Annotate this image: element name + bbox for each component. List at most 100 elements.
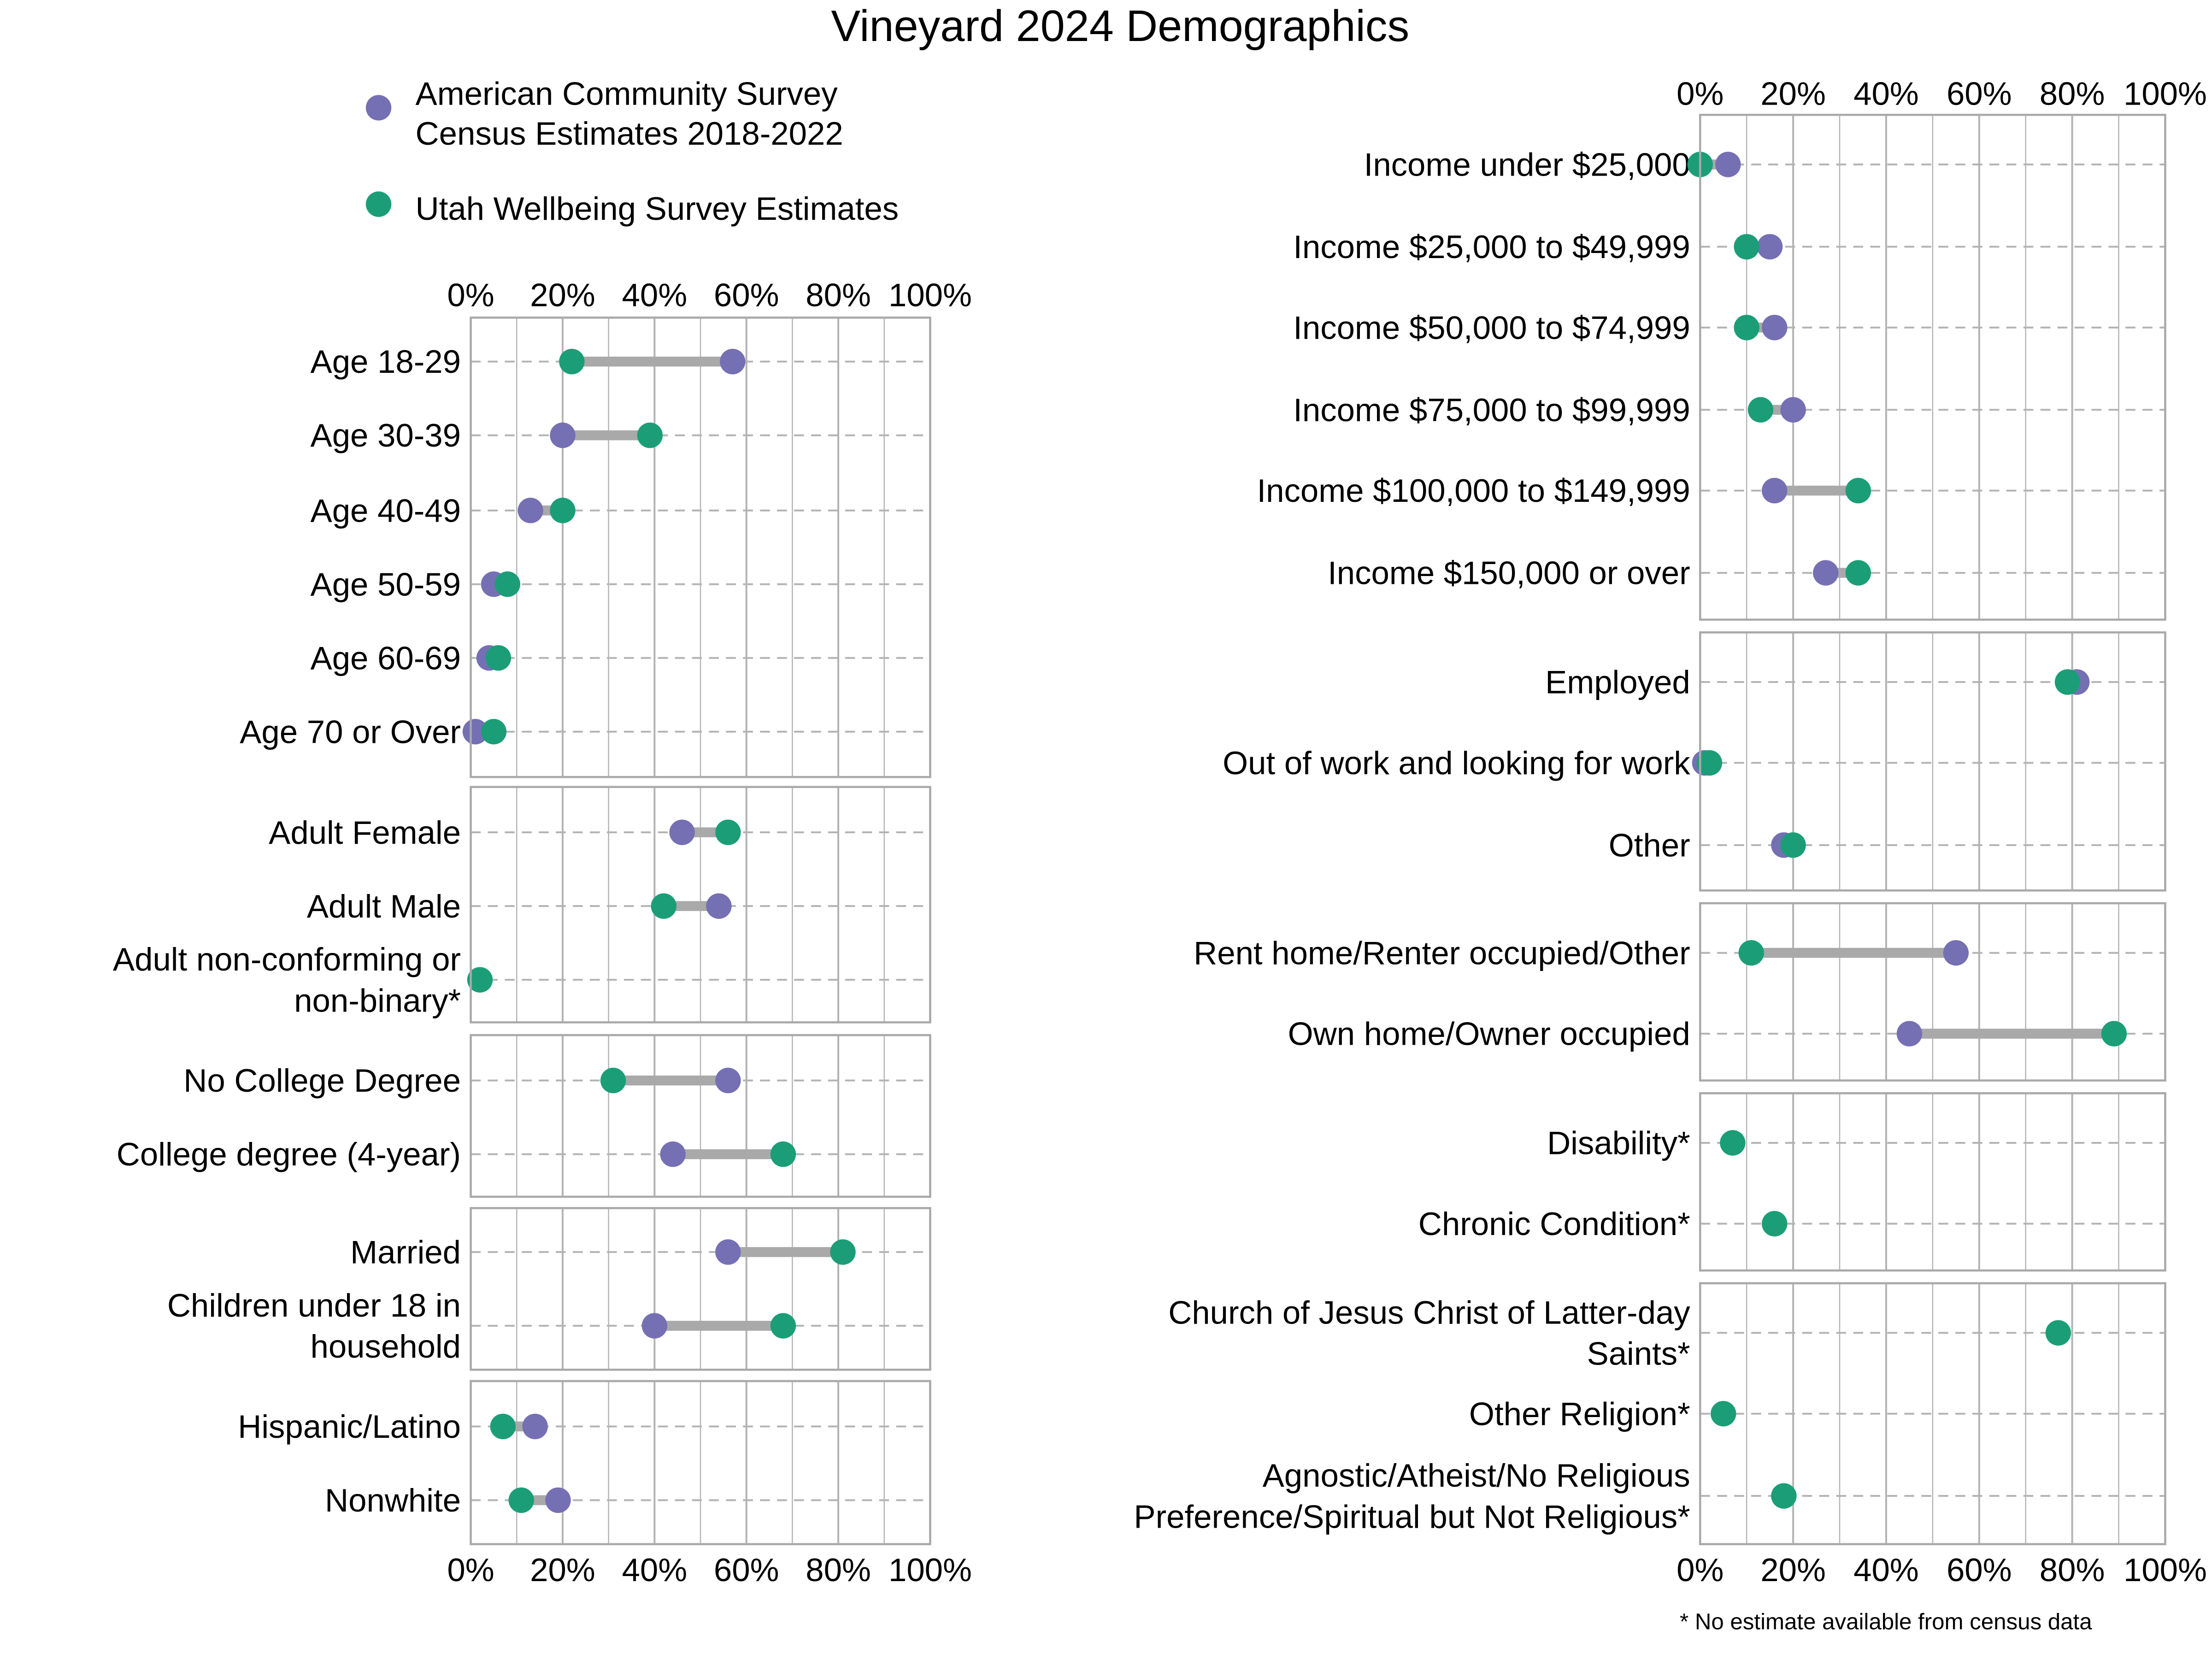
x-tick-label-bottom: 40%	[1853, 1552, 1919, 1588]
point-uws	[651, 893, 677, 919]
panel: Disability* Chronic Condition*	[1418, 1092, 2166, 1272]
point-uws	[1734, 315, 1759, 341]
point-uws	[1696, 750, 1723, 776]
point-uws	[830, 1239, 856, 1265]
x-tick-label-bottom: 0%	[1677, 1552, 1724, 1588]
panel-border	[470, 786, 931, 1024]
x-tick-label-top: 60%	[1947, 76, 2012, 112]
point-uws	[1845, 560, 1871, 586]
point-uws	[1747, 397, 1774, 423]
panel-border	[1699, 631, 2166, 892]
x-tick-label-top: 100%	[888, 277, 972, 313]
panel: Employed Out of work and looking for work…	[1223, 631, 2166, 892]
panel: Rent home/Renter occupied/Other Own home/…	[1194, 902, 2166, 1082]
row-label: Age 40-49	[311, 492, 461, 529]
panel: No College Degree College degree (4-year)	[117, 1034, 931, 1198]
point-acs	[1943, 940, 1969, 966]
point-acs	[1762, 477, 1788, 504]
point-uws	[770, 1313, 796, 1339]
legend-label-acs: American Community Survey	[416, 76, 838, 112]
row-label: Children under 18 in	[167, 1287, 461, 1324]
point-uws	[1762, 1211, 1788, 1237]
x-tick-label-bottom: 100%	[2124, 1552, 2207, 1588]
point-acs	[1715, 152, 1741, 177]
point-uws	[1780, 832, 1806, 858]
panel-border	[470, 1034, 931, 1198]
panel-border	[1699, 902, 2166, 1082]
row-label: household	[310, 1328, 461, 1365]
row-label: Income $75,000 to $99,999	[1293, 392, 1690, 428]
point-acs	[669, 819, 695, 845]
x-tick-label-bottom: 60%	[1947, 1552, 2012, 1588]
x-tick-label-bottom: 100%	[888, 1552, 972, 1588]
row-label: Income under $25,000	[1364, 147, 1690, 183]
point-uws	[1738, 940, 1764, 966]
panel: Age 18-29 Age 30-39 Age 40-49 Age 50-59 Age …	[240, 316, 931, 778]
panel-border	[1699, 1282, 2166, 1546]
point-uws	[2045, 1320, 2071, 1346]
panel-border	[1699, 1092, 2166, 1272]
x-tick-label-top: 80%	[806, 277, 871, 313]
x-tick-label-top: 20%	[1760, 76, 1826, 112]
point-uws	[490, 1413, 516, 1440]
chart-column-1: 0%0%20%20%40%40%60%60%80%80%100%100%Age …	[113, 277, 972, 1588]
row-label: No College Degree	[183, 1062, 461, 1099]
point-uws	[1771, 1483, 1797, 1509]
panel: Church of Jesus Christ of Latter-day Sain…	[1134, 1282, 2166, 1546]
row-label: Age 50-59	[311, 566, 461, 602]
row-label: Nonwhite	[325, 1482, 461, 1518]
row-label: Preference/Spiritual but Not Religious*	[1134, 1498, 1690, 1535]
point-uws	[467, 967, 493, 993]
x-tick-label-bottom: 80%	[2040, 1552, 2105, 1588]
row-label: Out of work and looking for work	[1223, 745, 1690, 781]
panel: Income under $25,000 Income $25,000 to $4…	[1257, 113, 2166, 621]
point-uws	[1711, 1401, 1736, 1427]
point-acs	[1780, 397, 1806, 423]
row-label: Age 70 or Over	[240, 713, 461, 750]
point-uws	[2101, 1021, 2127, 1047]
row-label: Saints*	[1587, 1335, 1690, 1372]
x-tick-label-top: 80%	[2040, 76, 2105, 112]
x-tick-label-top: 40%	[622, 277, 688, 313]
point-uws	[485, 645, 512, 671]
row-label: Age 60-69	[311, 640, 461, 676]
plot-area: 0%0%20%20%40%40%60%60%80%80%100%100%Age …	[113, 76, 2207, 1588]
point-acs	[706, 893, 732, 919]
point-uws	[770, 1141, 796, 1167]
legend-marker-uws	[365, 191, 392, 217]
point-uws	[1845, 477, 1871, 504]
legend-marker-acs	[365, 95, 392, 121]
x-tick-label-top: 60%	[714, 277, 779, 313]
point-acs	[715, 1239, 741, 1265]
row-label: Other	[1609, 827, 1690, 863]
row-label: Married	[350, 1234, 461, 1271]
x-tick-label-top: 100%	[2124, 76, 2207, 112]
point-uws	[550, 498, 576, 524]
point-uws	[1734, 234, 1759, 260]
point-acs	[518, 498, 543, 524]
point-uws	[481, 719, 507, 745]
row-label: Age 30-39	[311, 417, 461, 453]
row-label: Own home/Owner occupied	[1288, 1016, 1690, 1052]
panel-border	[1699, 113, 2166, 621]
row-label: Employed	[1545, 664, 1690, 700]
panel: Hispanic/Latino Nonwhite	[238, 1380, 931, 1546]
point-uws	[508, 1487, 534, 1513]
point-uws	[2054, 669, 2081, 695]
point-acs	[720, 348, 746, 375]
panel-border	[470, 316, 931, 778]
row-label: Income $100,000 to $149,999	[1257, 472, 1690, 509]
row-label: Income $50,000 to $74,999	[1293, 309, 1690, 346]
point-acs	[1757, 234, 1783, 260]
x-tick-label-bottom: 20%	[1760, 1552, 1826, 1588]
row-label: Income $25,000 to $49,999	[1293, 229, 1690, 265]
row-label: Age 18-29	[311, 343, 461, 380]
legend-label-uws: Utah Wellbeing Survey Estimates	[416, 190, 899, 227]
point-uws	[600, 1067, 626, 1094]
row-label: Church of Jesus Christ of Latter-day	[1168, 1294, 1690, 1330]
point-acs	[660, 1141, 686, 1167]
row-label: Agnostic/Atheist/No Religious	[1263, 1457, 1690, 1494]
row-label: Disability*	[1547, 1125, 1690, 1161]
